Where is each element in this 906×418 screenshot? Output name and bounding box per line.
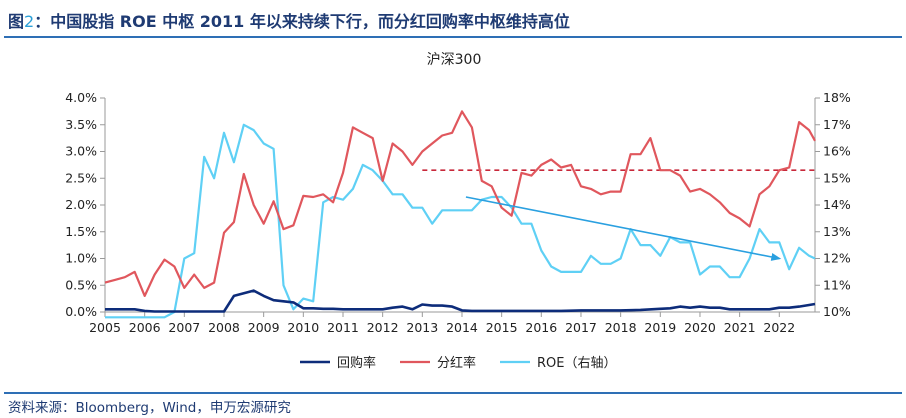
y-right-tick-label: 16% [823,144,851,159]
y-right-tick-label: 12% [823,251,851,266]
y-left-tick-label: 1.0% [65,251,97,266]
figure-header: 图2：中国股指 ROE 中枢 2011 年以来持续下行，而分红回购率中枢维持高位 [0,0,906,40]
source-note: 资料来源：Bloomberg，Wind，申万宏源研究 [8,400,291,416]
header-divider [4,36,902,38]
figure-title-text: 中国股指 ROE 中枢 2011 年以来持续下行，而分红回购率中枢维持高位 [50,12,570,31]
x-tick-label: 2016 [525,320,557,335]
y-right-tick-label: 10% [823,304,851,319]
x-tick-label: 2005 [89,320,121,335]
y-right-tick-label: 17% [823,117,851,132]
legend-label-buyback: 回购率 [337,355,376,371]
x-tick-label: 2013 [406,320,438,335]
x-tick-label: 2018 [605,320,637,335]
x-tick-label: 2020 [684,320,716,335]
series-line-roe [105,123,816,319]
x-tick-label: 2012 [367,320,399,335]
y-left-tick-label: 3.0% [65,144,97,159]
y-left-tick-label: 0.0% [65,304,97,319]
x-tick-label: 2021 [724,320,756,335]
y-right-tick-label: 11% [823,277,851,292]
legend-label-dividend: 分红率 [437,355,476,371]
series-line-buyback [105,289,816,313]
x-tick-label: 2019 [644,320,676,335]
y-right-tick-label: 15% [823,170,851,185]
figure-label: 图 [8,12,25,31]
chart: 沪深300 0.0% 0.5% 1.0% 1.5% 2.0% 2.5% 3.0% 3.5% 4.0… [65,52,851,371]
roe-trend-arrow [465,196,782,261]
x-tick-label: 2008 [208,320,240,335]
x-tick-label: 2007 [168,320,200,335]
chart-title: 沪深300 [427,52,482,68]
x-tick-label: 2010 [287,320,319,335]
x-tick-label: 2006 [129,320,161,335]
legend-label-roe: ROE（右轴） [537,356,616,371]
y-left-tick-label: 1.5% [65,224,97,239]
figure-separator: ： [34,12,51,31]
x-tick-label: 2015 [486,320,518,335]
x-tick-label: 2014 [446,320,478,335]
y-left-tick-label: 3.5% [65,117,97,132]
y-left-tick-label: 2.5% [65,170,97,185]
y-left-tick-label: 2.0% [65,197,97,212]
x-tick-label: 2022 [763,320,795,335]
y-right-tick-label: 18% [823,90,851,105]
y-left-tick-label: 4.0% [65,90,97,105]
figure-number: 2 [24,12,35,31]
x-tick-label: 2017 [565,320,597,335]
y-right-tick-label: 14% [823,197,851,212]
series-line-dividend [104,110,816,297]
y-right-tick-label: 13% [823,224,851,239]
x-tick-label: 2011 [327,320,359,335]
footer-divider [4,392,902,394]
x-tick-label: 2009 [248,320,280,335]
y-left-tick-label: 0.5% [65,277,97,292]
figure-title: 图2：中国股指 ROE 中枢 2011 年以来持续下行，而分红回购率中枢维持高位 [8,8,570,32]
